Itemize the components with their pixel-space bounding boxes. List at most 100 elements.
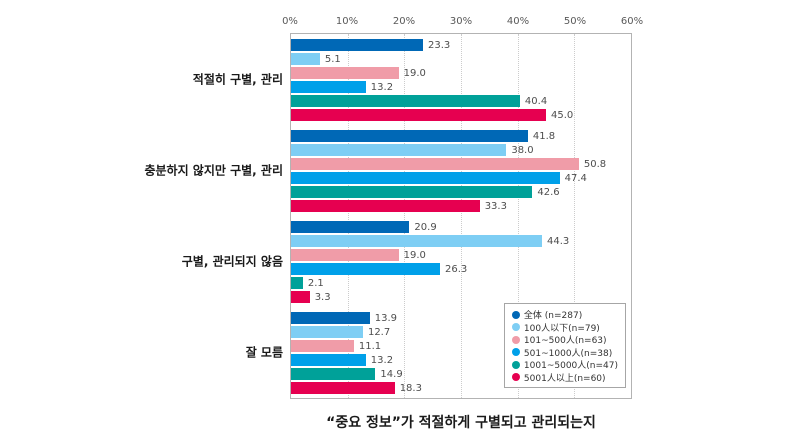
bar [291, 200, 480, 212]
bar [291, 109, 546, 121]
bar-value-label: 5.1 [324, 54, 341, 65]
gridline [574, 34, 576, 398]
legend-item: 5001人以上(n=60) [511, 371, 618, 384]
bar [291, 382, 395, 394]
bar [291, 130, 528, 142]
gridline [517, 34, 519, 398]
bar-groups: 23.3 5.1 19.0 13.2 40.4 45.0 41.8 38.0 50.8 47.4 4… [291, 34, 631, 403]
bar-value-label: 47.4 [564, 173, 587, 184]
bar [291, 53, 320, 65]
bar [291, 340, 354, 352]
bar [291, 221, 410, 233]
legend-item: 100人以下(n=79) [511, 321, 618, 334]
bar [291, 144, 507, 156]
bar-row: 13.2 [291, 354, 631, 366]
x-axis-tick-label: 0% [282, 16, 298, 27]
legend-marker-icon [511, 335, 520, 344]
legend-label: 501~1000人(n=38) [523, 348, 613, 359]
x-axis-tick-label: 10% [335, 16, 359, 27]
bar-group: 23.3 5.1 19.0 13.2 40.4 45.0 [291, 39, 631, 121]
legend-item: 101~500人(n=63) [511, 334, 618, 346]
legend-label: 全体 (n=287) [523, 311, 583, 321]
category-label: 충분하지 않지만 구별, 관리 [144, 163, 283, 178]
bar-value-label: 20.9 [414, 222, 437, 233]
bar-row: 19.0 [291, 249, 631, 261]
category-label: 구별, 관리되지 않음 [181, 254, 283, 269]
bar-row: 20.9 [291, 221, 631, 233]
bar-value-label: 41.8 [532, 131, 556, 142]
bar-row: 18.3 [291, 382, 631, 394]
bar-row: 2.1 [291, 277, 631, 289]
bar [291, 95, 520, 107]
bar-row: 50.8 [291, 158, 631, 170]
bar-group: 20.9 44.3 19.0 26.3 2.1 3.3 [291, 221, 631, 303]
legend-marker-icon [511, 360, 520, 369]
bar [291, 249, 399, 261]
bar-row: 40.4 [291, 95, 631, 107]
bar-value-label: 33.3 [484, 201, 507, 212]
bar-value-label: 19.0 [403, 68, 426, 79]
bar-row: 13.2 [291, 81, 631, 93]
x-axis-tick-label: 30% [449, 16, 473, 27]
bar-value-label: 44.3 [547, 236, 570, 247]
bar-value-label: 3.3 [314, 292, 331, 303]
bar-value-label: 13.9 [374, 313, 398, 324]
bar [291, 186, 533, 198]
bar-value-label: 26.3 [445, 264, 468, 275]
plot-area: 23.3 5.1 19.0 13.2 40.4 45.0 41.8 38.0 50.8 47.4 4… [290, 33, 632, 399]
bar-row: 33.3 [291, 200, 631, 212]
legend-label: 100人以下(n=79) [523, 323, 600, 334]
gridline [347, 34, 349, 398]
bar [291, 263, 441, 275]
bar [291, 354, 366, 366]
legend-marker-icon [511, 348, 520, 356]
bar [291, 291, 310, 303]
bar-value-label: 19.0 [403, 250, 426, 261]
bar [291, 158, 579, 170]
legend-label: 1001~5000人(n=47) [523, 361, 618, 371]
bar-value-label: 18.3 [399, 383, 422, 394]
x-axis: 0% 10% 20% 30% 40% 50% 60% [282, 16, 643, 30]
x-axis-tick-label: 20% [392, 16, 416, 27]
category-label: 적절히 구별, 관리 [192, 72, 283, 87]
bar-row: 3.3 [291, 291, 631, 303]
bar-row: 41.8 [291, 130, 631, 142]
bar-row: 47.4 [291, 172, 631, 184]
x-axis-tick-label: 60% [620, 16, 644, 27]
bar-value-label: 13.2 [370, 355, 394, 366]
bar [291, 312, 370, 324]
bar [291, 368, 376, 380]
bar-row: 11.1 [291, 340, 631, 352]
bar-value-label: 45.0 [551, 110, 574, 121]
bar-row: 14.9 [291, 368, 631, 380]
bar-value-label: 42.6 [537, 187, 560, 198]
bar [291, 277, 303, 289]
bar-row: 12.7 [291, 326, 631, 338]
bar-group: 41.8 38.0 50.8 47.4 42.6 33.3 [291, 130, 631, 212]
legend-label: 101~500人(n=63) [523, 336, 607, 346]
bar-value-label: 23.3 [428, 40, 451, 51]
bar [291, 81, 366, 93]
bar-value-label: 13.2 [370, 82, 394, 93]
bar-value-label: 12.7 [367, 327, 391, 338]
bar-value-label: 11.1 [358, 341, 382, 352]
chart-title: “중요 정보”가 적절하게 구별되고 관리되는지 [326, 415, 596, 431]
legend-item: 1001~5000人(n=47) [511, 359, 618, 371]
bar-row: 23.3 [291, 39, 631, 51]
bar-row: 13.9 [291, 312, 631, 324]
legend-marker-icon [511, 323, 520, 331]
bar-group: 13.9 12.7 11.1 13.2 14.9 18.3 [291, 312, 631, 394]
bar-value-label: 2.1 [307, 278, 324, 289]
gridline [404, 34, 406, 398]
bar-row: 5.1 [291, 53, 631, 65]
legend-item: 501~1000人(n=38) [511, 346, 618, 359]
bar [291, 326, 363, 338]
legend-marker-icon [511, 310, 520, 319]
bar-row: 19.0 [291, 67, 631, 79]
bar-row: 44.3 [291, 235, 631, 247]
category-label: 잘 모름 [245, 345, 283, 360]
legend-label: 5001人以上(n=60) [523, 373, 606, 384]
bar [291, 235, 543, 247]
